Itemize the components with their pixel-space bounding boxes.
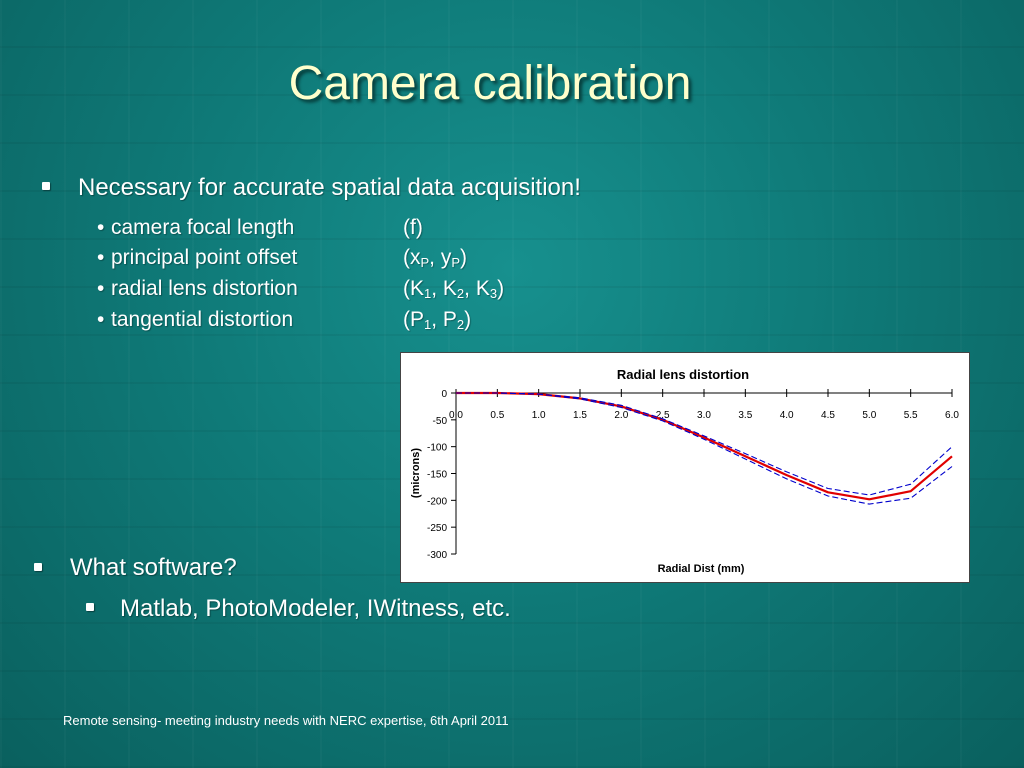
y-tick-label: -100 <box>427 443 447 454</box>
param-name: radial lens distortion <box>111 277 298 300</box>
param-name: camera focal length <box>111 216 295 239</box>
series-line-1 <box>456 392 953 496</box>
param-symbol: (P1, P2) <box>403 308 472 332</box>
series-line-0 <box>456 391 953 501</box>
bullet-square-icon <box>34 563 42 571</box>
y-tick-label: -200 <box>427 496 447 507</box>
radial-distortion-chart: Radial lens distortion Radial Dist (mm) … <box>400 352 970 583</box>
bullet-what-software: What software? <box>70 554 237 581</box>
x-tick-label: 0.5 <box>490 410 504 421</box>
x-tick-label: 2.5 <box>656 410 670 421</box>
x-tick-label: 5.5 <box>904 410 918 421</box>
x-tick-label: 2.0 <box>614 410 628 421</box>
param-symbol: (f) <box>403 216 423 239</box>
y-tick-label: -300 <box>427 550 447 561</box>
x-tick-label: 6.0 <box>945 410 959 421</box>
x-tick-label: 5.0 <box>862 410 876 421</box>
param-symbol: (xP, yP) <box>403 246 468 270</box>
y-tick-label: -150 <box>427 470 447 481</box>
bullet-software-list: Matlab, PhotoModeler, IWitness, etc. <box>120 595 511 622</box>
param-name: principal point offset <box>111 246 298 269</box>
x-tick-label: 1.0 <box>532 410 546 421</box>
chart-svg: Radial lens distortion Radial Dist (mm) … <box>410 367 959 575</box>
x-tick-label: 4.5 <box>821 410 835 421</box>
param-name: tangential distortion <box>111 308 294 331</box>
y-tick-label: -50 <box>433 416 448 427</box>
x-tick-label: 3.5 <box>738 410 752 421</box>
x-tick-label: 0.0 <box>449 410 463 421</box>
bullet-square-icon <box>42 182 50 190</box>
bullet-dot-icon: • <box>97 277 105 300</box>
bullet-necessary: Necessary for accurate spatial data acqu… <box>78 174 581 201</box>
param-symbol: (K1, K2, K3) <box>403 277 505 301</box>
footer-text: Remote sensing- meeting industry needs w… <box>63 713 509 728</box>
bullet-square-icon <box>86 603 94 611</box>
x-tick-label: 3.0 <box>697 410 711 421</box>
chart-title: Radial lens distortion <box>617 367 749 382</box>
bullet-dot-icon: • <box>97 308 105 331</box>
y-tick-label: -250 <box>427 523 447 534</box>
chart-y-axis-label: (microns) <box>410 448 422 498</box>
series-line-2 <box>456 392 953 505</box>
y-tick-label: 0 <box>441 389 447 400</box>
x-tick-label: 1.5 <box>573 410 587 421</box>
chart-x-axis-label: Radial Dist (mm) <box>658 563 745 575</box>
slide-title: Camera calibration <box>288 57 692 110</box>
x-tick-label: 4.0 <box>780 410 794 421</box>
bullet-dot-icon: • <box>97 246 105 269</box>
bullet-dot-icon: • <box>97 216 105 239</box>
